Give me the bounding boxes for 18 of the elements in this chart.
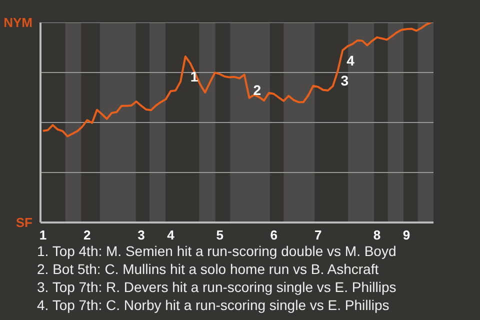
x-tick-label: 5 [216, 228, 224, 242]
x-tick-label: 9 [402, 228, 410, 242]
x-tick-label: 2 [84, 228, 91, 242]
text: SF [16, 215, 33, 230]
x-tick-label: 8 [373, 228, 381, 242]
x-tick-label: 6 [270, 228, 278, 242]
x-tick-label: 7 [314, 228, 322, 242]
text: 1. Top 4th: M. Semien hit a run-scoring double vs M. Boyd [37, 243, 396, 259]
annotation: 4 [346, 52, 355, 68]
x-tick-label: 1 [39, 228, 47, 242]
x-tick-label: 4 [167, 228, 176, 242]
text: 2. Bot 5th: C. Mullins hit a solo home run vs B. Ashcraft [37, 261, 379, 277]
x-tick-label: 3 [138, 228, 145, 242]
text: 3. Top 7th: R. Devers hit a run-scoring single vs E. Phillips [37, 279, 396, 295]
text: 4. Top 7th: C. Norby hit a run-scoring single vs E. Phillips [37, 297, 390, 313]
text: NYM [4, 15, 32, 30]
annotation: 2 [253, 82, 262, 98]
annotation: 3 [340, 72, 349, 88]
